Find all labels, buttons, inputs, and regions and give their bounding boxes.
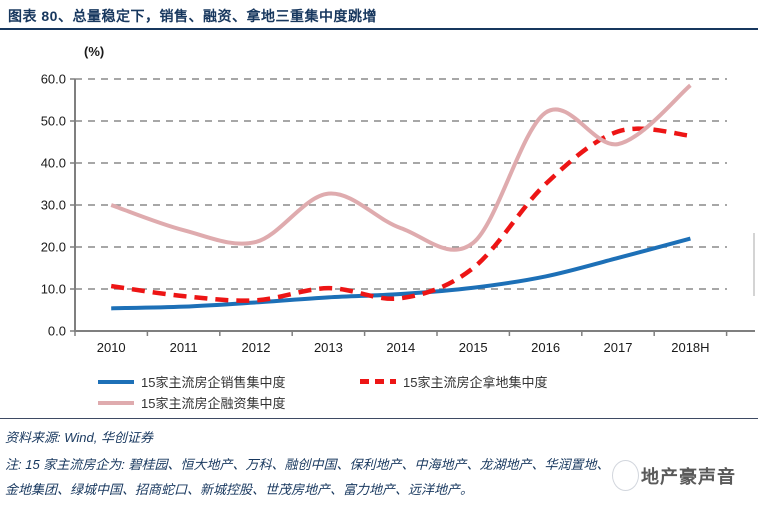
- y-tick-label: 40.0: [41, 156, 66, 171]
- legend-label-sales: 15家主流房企销售集中度: [141, 375, 286, 390]
- watermark: 地产豪声音: [612, 460, 736, 491]
- series-line-land: [110, 126, 691, 303]
- y-tick-label: 60.0: [41, 72, 66, 87]
- note-line-2: 金地集团、绿城中国、招商蛇口、新城控股、世茂房地产、富力地产、远洋地产。: [5, 482, 474, 497]
- watermark-logo-icon: [612, 460, 639, 491]
- legend-marker-sales: [98, 379, 134, 384]
- y-tick-label: 0.0: [48, 324, 66, 339]
- x-tick-label: 2016: [531, 340, 560, 355]
- y-axis-unit-label: (%): [84, 44, 105, 59]
- x-tick-label: 2012: [242, 340, 271, 355]
- legend-item-sales: 15家主流房企销售集中度: [98, 372, 285, 391]
- section-divider: [0, 418, 758, 419]
- legend-marker-financing: [98, 400, 134, 405]
- x-tick-label: 2013: [314, 340, 343, 355]
- legend-item-financing: 15家主流房企融资集中度: [98, 393, 285, 412]
- x-tick-label: 2017: [604, 340, 633, 355]
- x-tick-label: 2014: [386, 340, 415, 355]
- source-text: 资料来源: Wind, 华创证券: [5, 430, 153, 445]
- series-line-financing: [110, 83, 692, 252]
- legend-label-financing: 15家主流房企融资集中度: [141, 396, 286, 411]
- x-tick-label: 2010: [97, 340, 126, 355]
- title-rule: [0, 28, 758, 30]
- y-tick-label: 50.0: [41, 114, 66, 129]
- y-tick-label: 20.0: [41, 240, 66, 255]
- note-text: 注: 15 家主流房企为: 碧桂园、恒大地产、万科、融创中国、保利地产、中海地产…: [5, 452, 753, 502]
- watermark-text: 地产豪声音: [641, 466, 736, 487]
- y-tick-label: 10.0: [41, 282, 66, 297]
- y-tick-label: 30.0: [41, 198, 66, 213]
- x-tick-label: 2018H: [671, 340, 709, 355]
- series-line-sales: [111, 236, 691, 311]
- x-tick-label: 2011: [170, 340, 198, 355]
- chart-title: 图表 80、总量稳定下，销售、融资、拿地三重集中度跳增: [8, 8, 377, 24]
- legend-item-land: 15家主流房企拿地集中度: [360, 372, 547, 391]
- x-tick-label: 2015: [459, 340, 488, 355]
- legend-marker-land: [360, 379, 396, 384]
- legend-label-land: 15家主流房企拿地集中度: [403, 375, 548, 390]
- note-line-1: 注: 15 家主流房企为: 碧桂园、恒大地产、万科、融创中国、保利地产、中海地产…: [5, 457, 610, 472]
